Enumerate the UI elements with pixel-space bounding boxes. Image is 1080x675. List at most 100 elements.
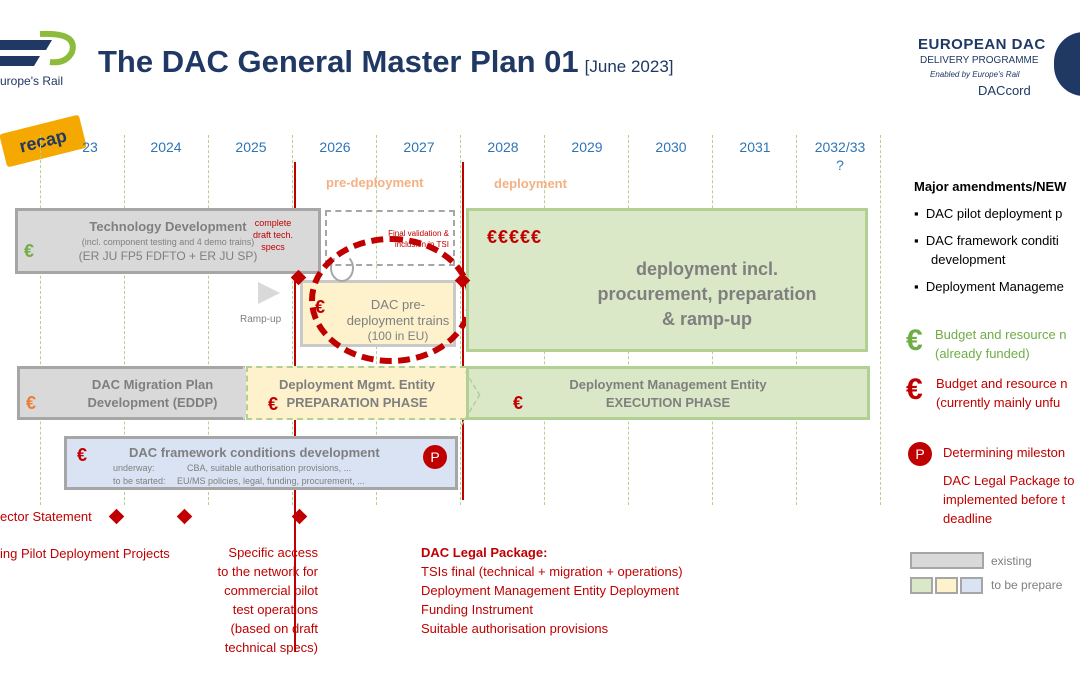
year-divider [880, 135, 881, 505]
dme-execution-box: Deployment Management Entity EXECUTION P… [466, 366, 870, 420]
migration-plan-box: DAC Migration Plan Development (EDDP) € [17, 366, 245, 420]
programme-line3: Enabled by Europe's Rail [930, 70, 1020, 79]
legend-line: implemented before t [943, 492, 1066, 507]
sector-statement-text: ector Statement [0, 509, 92, 524]
amendment-text: Deployment Manageme [925, 279, 1064, 294]
legal-package-title: DAC Legal Package: [421, 545, 548, 560]
euro-red-icon: € [268, 394, 279, 414]
dme-preparation-box: Deployment Mgmt. Entity PREPARATION PHAS… [246, 366, 466, 420]
programme-logo: EUROPEAN DAC DELIVERY PROGRAMME Enabled … [912, 32, 1080, 104]
legend-line: Budget and resource n [935, 327, 1067, 342]
legend-red-text: Budget and resource n (currently mainly … [936, 374, 1068, 412]
specific-access-line: Specific access [228, 545, 318, 560]
year-label: 2028 [487, 139, 519, 155]
amendment-text: DAC pilot deployment p [925, 206, 1063, 221]
technology-development-box: Technology Development (incl. component … [15, 208, 321, 274]
migration-line2: Development (EDDP) [87, 395, 218, 410]
tech-dev-sub1: (incl. component testing and 4 demo trai… [81, 237, 255, 247]
milestone-p-icon: P [423, 445, 447, 469]
legend-p-title: Determining mileston [943, 445, 1066, 460]
tech-dev-sub2: (ER JU FP5 FDFTO + ER JU SP) [78, 249, 258, 263]
deployment-label: deployment [494, 176, 567, 191]
amendment-bullet: ▪ DAC framework conditi [914, 233, 1059, 248]
legal-package-text: DAC Legal Package: TSIs final (technical… [421, 543, 683, 638]
title-text: The DAC General Master Plan 01 [98, 44, 579, 79]
specific-access-line: commercial pilot [224, 583, 318, 598]
year-label: 2025 [235, 139, 267, 155]
year-label: 23 [82, 139, 98, 155]
migration-line1: DAC Migration Plan [91, 377, 214, 392]
milestone-diamond-icon [108, 508, 125, 525]
euro-green-icon: € [24, 241, 35, 261]
legend-green-text: Budget and resource n (already funded) [935, 325, 1067, 363]
pre-deployment-label: pre-deployment [326, 175, 424, 190]
deployment-line1: deployment incl. [635, 259, 779, 279]
specific-access-line: to the network for [217, 564, 318, 579]
page-title: The DAC General Master Plan 01 [June 2023… [98, 44, 674, 80]
framework-tbs-text: EU/MS policies, legal, funding, procurem… [177, 476, 365, 486]
dme-prep-line2: PREPARATION PHASE [286, 395, 428, 410]
programme-line1: EUROPEAN DAC [918, 36, 1046, 53]
legend-to-be-prepared-label: to be prepare [991, 578, 1063, 592]
logo-text: urope's Rail [0, 74, 63, 88]
legend-existing-swatch [910, 552, 984, 569]
amendment-bullet: ▪ Deployment Manageme [914, 279, 1064, 294]
dme-prep-line1: Deployment Mgmt. Entity [278, 377, 435, 392]
programme-line2: DELIVERY PROGRAMME [920, 55, 1039, 66]
year-divider [40, 135, 41, 505]
amendment-bullet: ▪ DAC pilot deployment p [914, 206, 1063, 221]
legend-line: Budget and resource n [936, 376, 1068, 391]
specific-access-line: test operations [232, 602, 318, 617]
draft-specs-note: complete draft tech. specs [252, 218, 294, 252]
specific-access-text: Specific access to the network for comme… [190, 543, 318, 657]
euro-green-icon: € [906, 324, 923, 357]
legend-line: deadline [943, 511, 993, 526]
ramp-up-arrow-icon [258, 282, 280, 304]
legal-package-item: Funding Instrument [421, 602, 534, 617]
framework-title: DAC framework conditions development [129, 445, 380, 460]
year-label: 2029 [571, 139, 603, 155]
euro-multi-icon: €€€€€ [487, 227, 543, 247]
year-label: 2024 [150, 139, 182, 155]
legend-line: (already funded) [935, 346, 1030, 361]
year-label: 2032/33 [814, 139, 866, 155]
amendment-text: development [931, 252, 1006, 267]
year-label: 2027 [403, 139, 435, 155]
euro-orange-icon: € [26, 393, 37, 413]
europes-rail-logo: urope's Rail [0, 28, 82, 92]
year-divider [292, 135, 293, 505]
year-label: 2026 [319, 139, 351, 155]
year-divider [208, 135, 209, 505]
specific-access-line: (based on draft [230, 621, 318, 636]
euro-red-icon: € [77, 445, 88, 465]
legal-package-item: TSIs final (technical + migration + oper… [421, 564, 683, 579]
tech-dev-title: Technology Development [89, 219, 247, 234]
deployment-line2: procurement, preparation [597, 284, 817, 304]
legend-yellow-swatch [935, 577, 958, 594]
framework-tbs-label: to be started: [113, 476, 166, 486]
legend-p-text: DAC Legal Package to implemented before … [943, 471, 1075, 528]
pilot-projects-text: ing Pilot Deployment Projects [0, 546, 170, 561]
milestone-p-icon: P [908, 442, 932, 466]
milestone-line-2028 [462, 162, 464, 500]
programme-badge-icon [1054, 32, 1080, 96]
legend-line: DAC Legal Package to [943, 473, 1075, 488]
highlight-circle [309, 236, 473, 364]
framework-conditions-box: DAC framework conditions development und… [64, 436, 458, 490]
dme-exec-line1: Deployment Management Entity [569, 377, 767, 392]
dme-exec-line2: EXECUTION PHASE [605, 395, 731, 410]
amendment-text: DAC framework conditi [925, 233, 1059, 248]
title-date: [June 2023] [584, 57, 674, 76]
legend-line: (currently mainly unfu [936, 395, 1061, 410]
legal-package-item: Deployment Management Entity Deployment [421, 583, 679, 598]
milestone-diamond-icon [176, 508, 193, 525]
framework-underway-text: CBA, suitable authorisation provisions, … [187, 463, 352, 473]
legend-existing-label: existing [991, 554, 1032, 568]
programme-line4: DACcord [978, 83, 1031, 98]
legend-green-swatch [910, 577, 933, 594]
amendments-heading: Major amendments/NEW [914, 179, 1067, 194]
deployment-line3: & ramp-up [662, 309, 752, 329]
year-label: ? [836, 157, 844, 173]
year-label: 2030 [655, 139, 687, 155]
year-label: 2031 [739, 139, 771, 155]
